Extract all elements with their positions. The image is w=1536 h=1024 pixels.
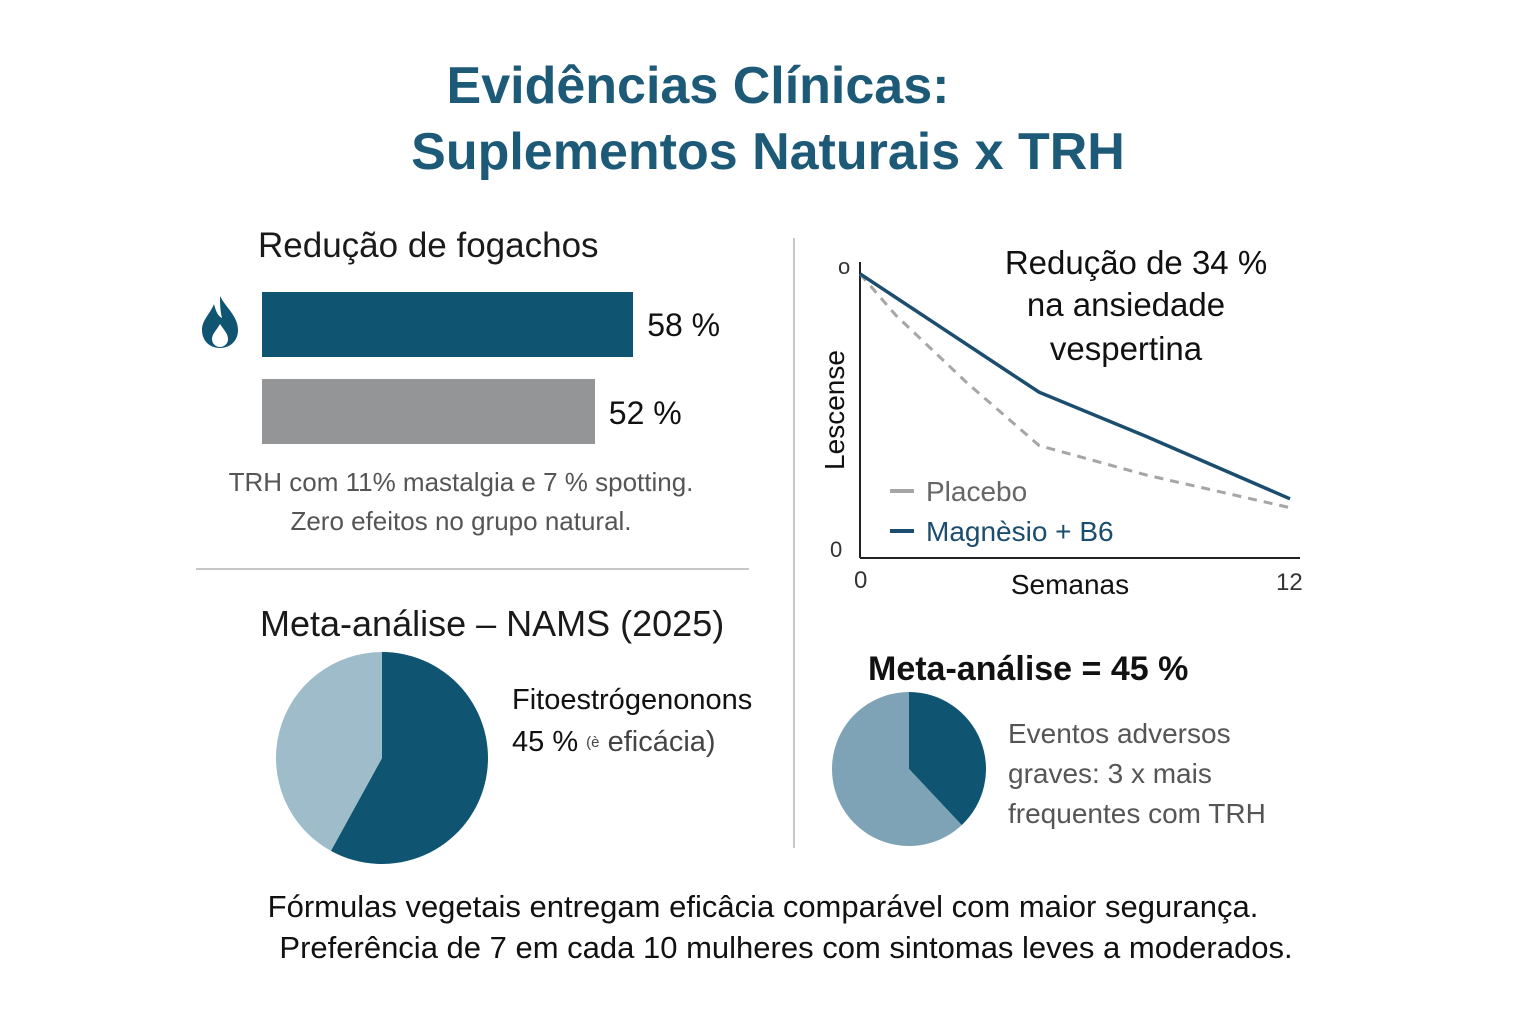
side-effects-note-line1: TRH com 11% mastalgia e 7 % spotting. — [228, 467, 694, 497]
x-axis-label: Semanas — [1011, 569, 1129, 600]
horizontal-divider — [196, 568, 749, 570]
hot-flash-heading: Redução de fogachos — [258, 226, 599, 265]
pie2-slice-adverse — [909, 692, 986, 826]
line-chart-title-2: na ansiedade — [1027, 286, 1225, 323]
footer-line2: Preferência de 7 em cada 10 mulheres com… — [279, 930, 1293, 965]
adverse-events-line3: frequentes com TRH — [1008, 798, 1266, 829]
pie2-chart — [832, 692, 986, 846]
series-placebo-line — [858, 272, 1291, 510]
pie1-value-small: (è — [586, 734, 600, 751]
pie2-heading: Meta-análise = 45 % — [868, 650, 1189, 688]
page-title-line1: Evidências Clínicas: — [446, 57, 950, 115]
line-chart-title-3: vespertina — [1050, 330, 1203, 367]
x-tick-start: 0 — [854, 567, 867, 594]
pie1-chart — [276, 652, 488, 864]
bar-trh-value: 52 % — [608, 395, 682, 431]
y-tick-top: o — [838, 254, 850, 279]
pie1-heading: Meta-análise – NAMS (2025) — [260, 603, 725, 644]
bar-natural — [262, 292, 634, 357]
adverse-events-text: Eventos adversos graves: 3 x mais freque… — [1008, 714, 1266, 834]
flame-icon — [202, 296, 238, 348]
pie1-value-tail: eficácia) — [607, 726, 716, 758]
pie1-value-number: 45 % — [512, 726, 579, 758]
legend-magnesio-label: Magnèsio + B6 — [926, 516, 1114, 547]
y-tick-bottom: 0 — [830, 537, 842, 562]
footer-line1: Fórmulas vegetais entregam eficâcia comp… — [267, 889, 1259, 924]
y-axis-label: Lescense — [819, 350, 850, 470]
pie1-value: 45 % (è eficácia) — [512, 726, 716, 759]
line-chart-title-1: Redução de 34 % — [1005, 244, 1267, 281]
pie2-slice-other — [832, 692, 962, 846]
x-tick-end: 12 — [1276, 569, 1303, 596]
series-magnesio-line — [859, 272, 1291, 501]
bar-natural-value: 58 % — [647, 307, 721, 343]
pie1-label: Fitoestrógenonons — [512, 684, 753, 716]
vertical-divider — [793, 238, 795, 848]
side-effects-note-line2: Zero efeitos no grupo natural. — [290, 506, 632, 536]
adverse-events-line2: graves: 3 x mais — [1008, 758, 1212, 789]
bar-trh — [262, 379, 595, 444]
page-title-line2: Suplementos Naturais x TRH — [411, 123, 1125, 181]
anxiety-line-chart: o 0 0 12 Semanas Lescense Redução de 34 … — [819, 244, 1303, 600]
adverse-events-line1: Eventos adversos — [1008, 718, 1231, 749]
legend-placebo-label: Placebo — [926, 476, 1027, 507]
pie1-slice-other — [276, 652, 382, 851]
pie1-slice-natural — [330, 652, 488, 864]
